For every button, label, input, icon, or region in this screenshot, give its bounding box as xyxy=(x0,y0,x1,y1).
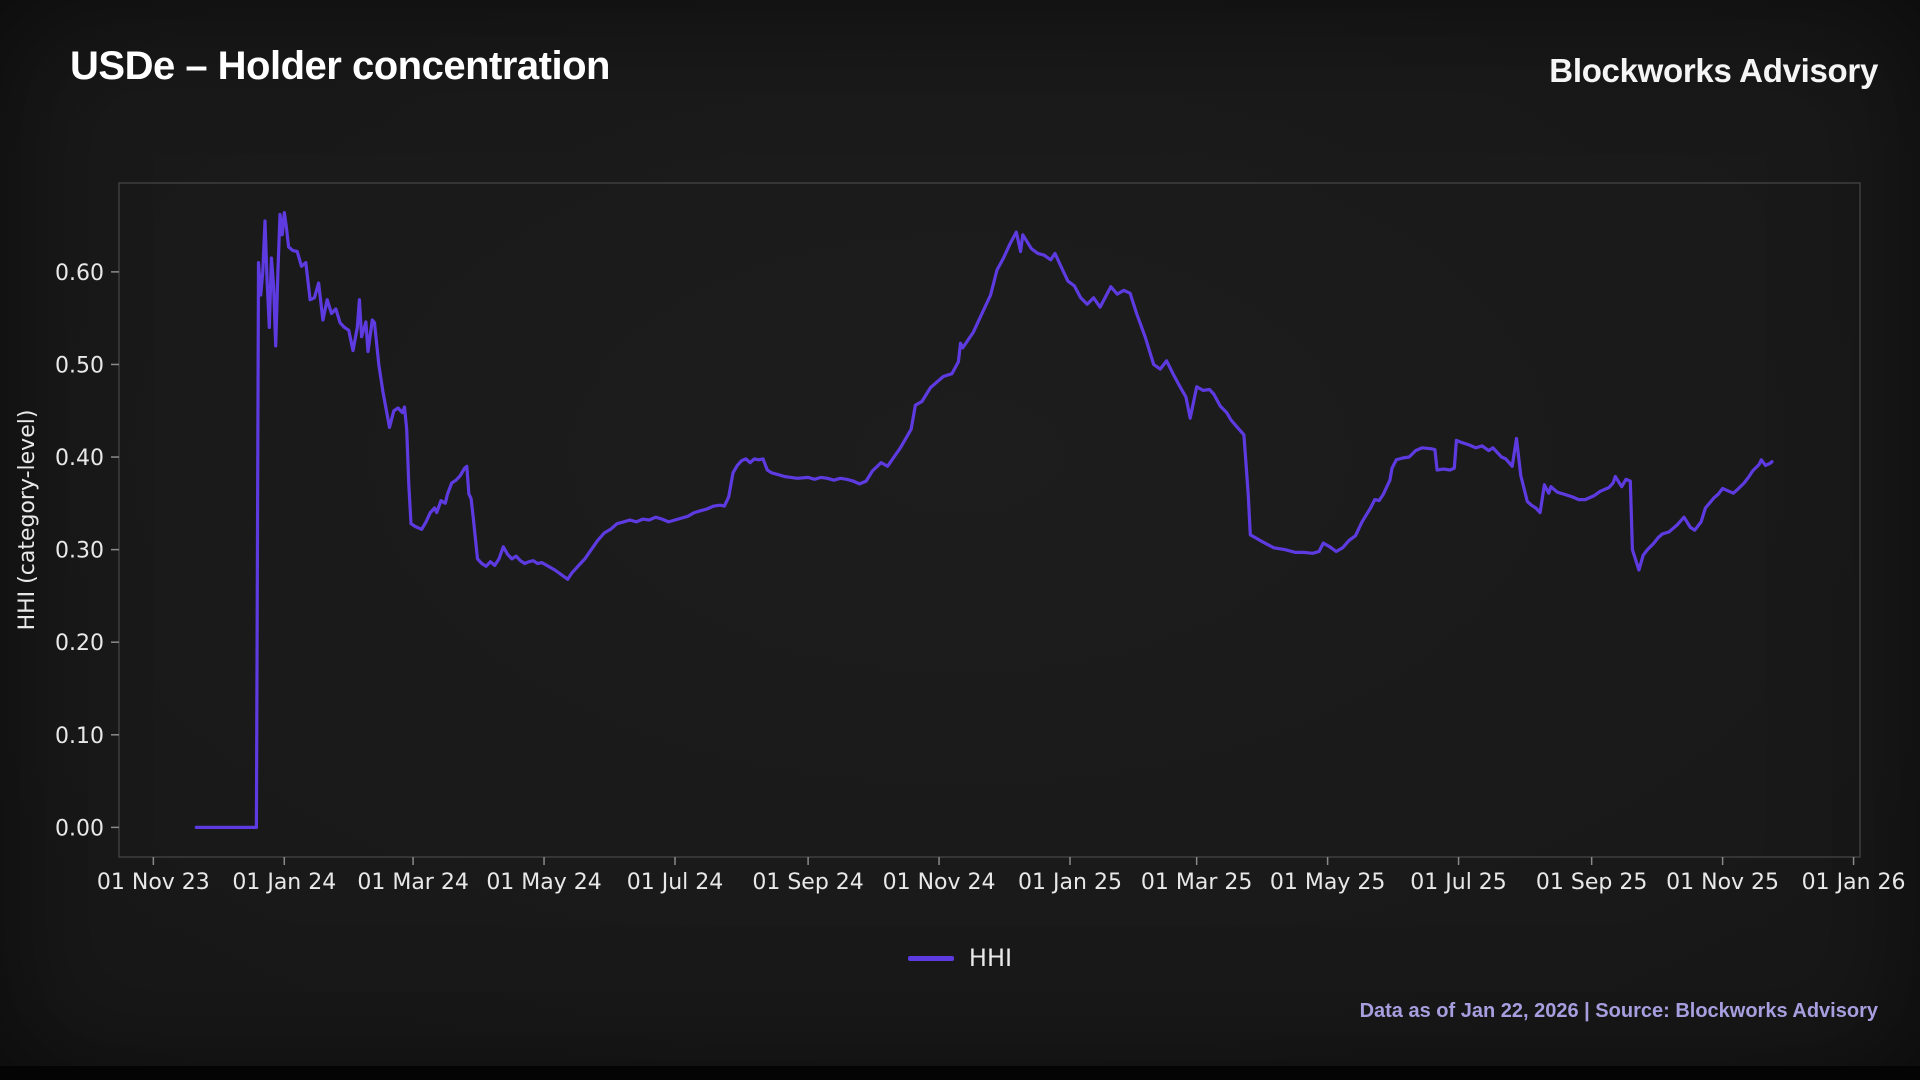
x-tick-label: 01 Jul 24 xyxy=(627,870,724,895)
x-tick-label: 01 Nov 25 xyxy=(1666,870,1779,895)
hhi-series-line xyxy=(194,211,1774,829)
y-tick-label: 0.10 xyxy=(55,724,104,749)
bottom-border-strip xyxy=(0,1066,1920,1080)
y-tick-label: 0.00 xyxy=(55,816,104,841)
x-tick-label: 01 May 25 xyxy=(1270,870,1385,895)
y-tick-label: 0.20 xyxy=(55,631,104,656)
x-tick-label: 01 Jan 25 xyxy=(1018,870,1122,895)
page-title: USDe – Holder concentration xyxy=(70,44,610,88)
x-tick-label: 01 Jan 24 xyxy=(232,870,336,895)
y-tick-label: 0.30 xyxy=(55,539,104,564)
y-axis-title: HHI (category-level) xyxy=(15,410,40,631)
x-tick-label: 01 Mar 25 xyxy=(1141,870,1252,895)
plot-border xyxy=(118,182,1861,858)
y-tick-label: 0.50 xyxy=(55,353,104,378)
x-tick-label: 01 May 24 xyxy=(486,870,601,895)
x-tick-label: 01 Jul 25 xyxy=(1410,870,1507,895)
source-attribution: Data as of Jan 22, 2026 | Source: Blockw… xyxy=(1359,1000,1878,1022)
legend-line-swatch xyxy=(907,955,954,961)
brand-wordmark: Blockworks Advisory xyxy=(1549,52,1878,89)
x-tick-label: 01 Nov 24 xyxy=(883,870,996,895)
x-tick-label: 01 Nov 23 xyxy=(97,870,210,895)
y-tick-label: 0.40 xyxy=(55,446,104,471)
x-tick-label: 01 Mar 24 xyxy=(357,870,468,895)
y-tick-label: 0.60 xyxy=(55,261,104,286)
chart-legend: HHI xyxy=(0,944,1920,972)
legend-label: HHI xyxy=(968,944,1013,972)
x-tick-label: 01 Sep 25 xyxy=(1536,870,1647,895)
x-tick-label: 01 Jan 26 xyxy=(1802,870,1906,895)
x-tick-label: 01 Sep 24 xyxy=(752,870,863,895)
